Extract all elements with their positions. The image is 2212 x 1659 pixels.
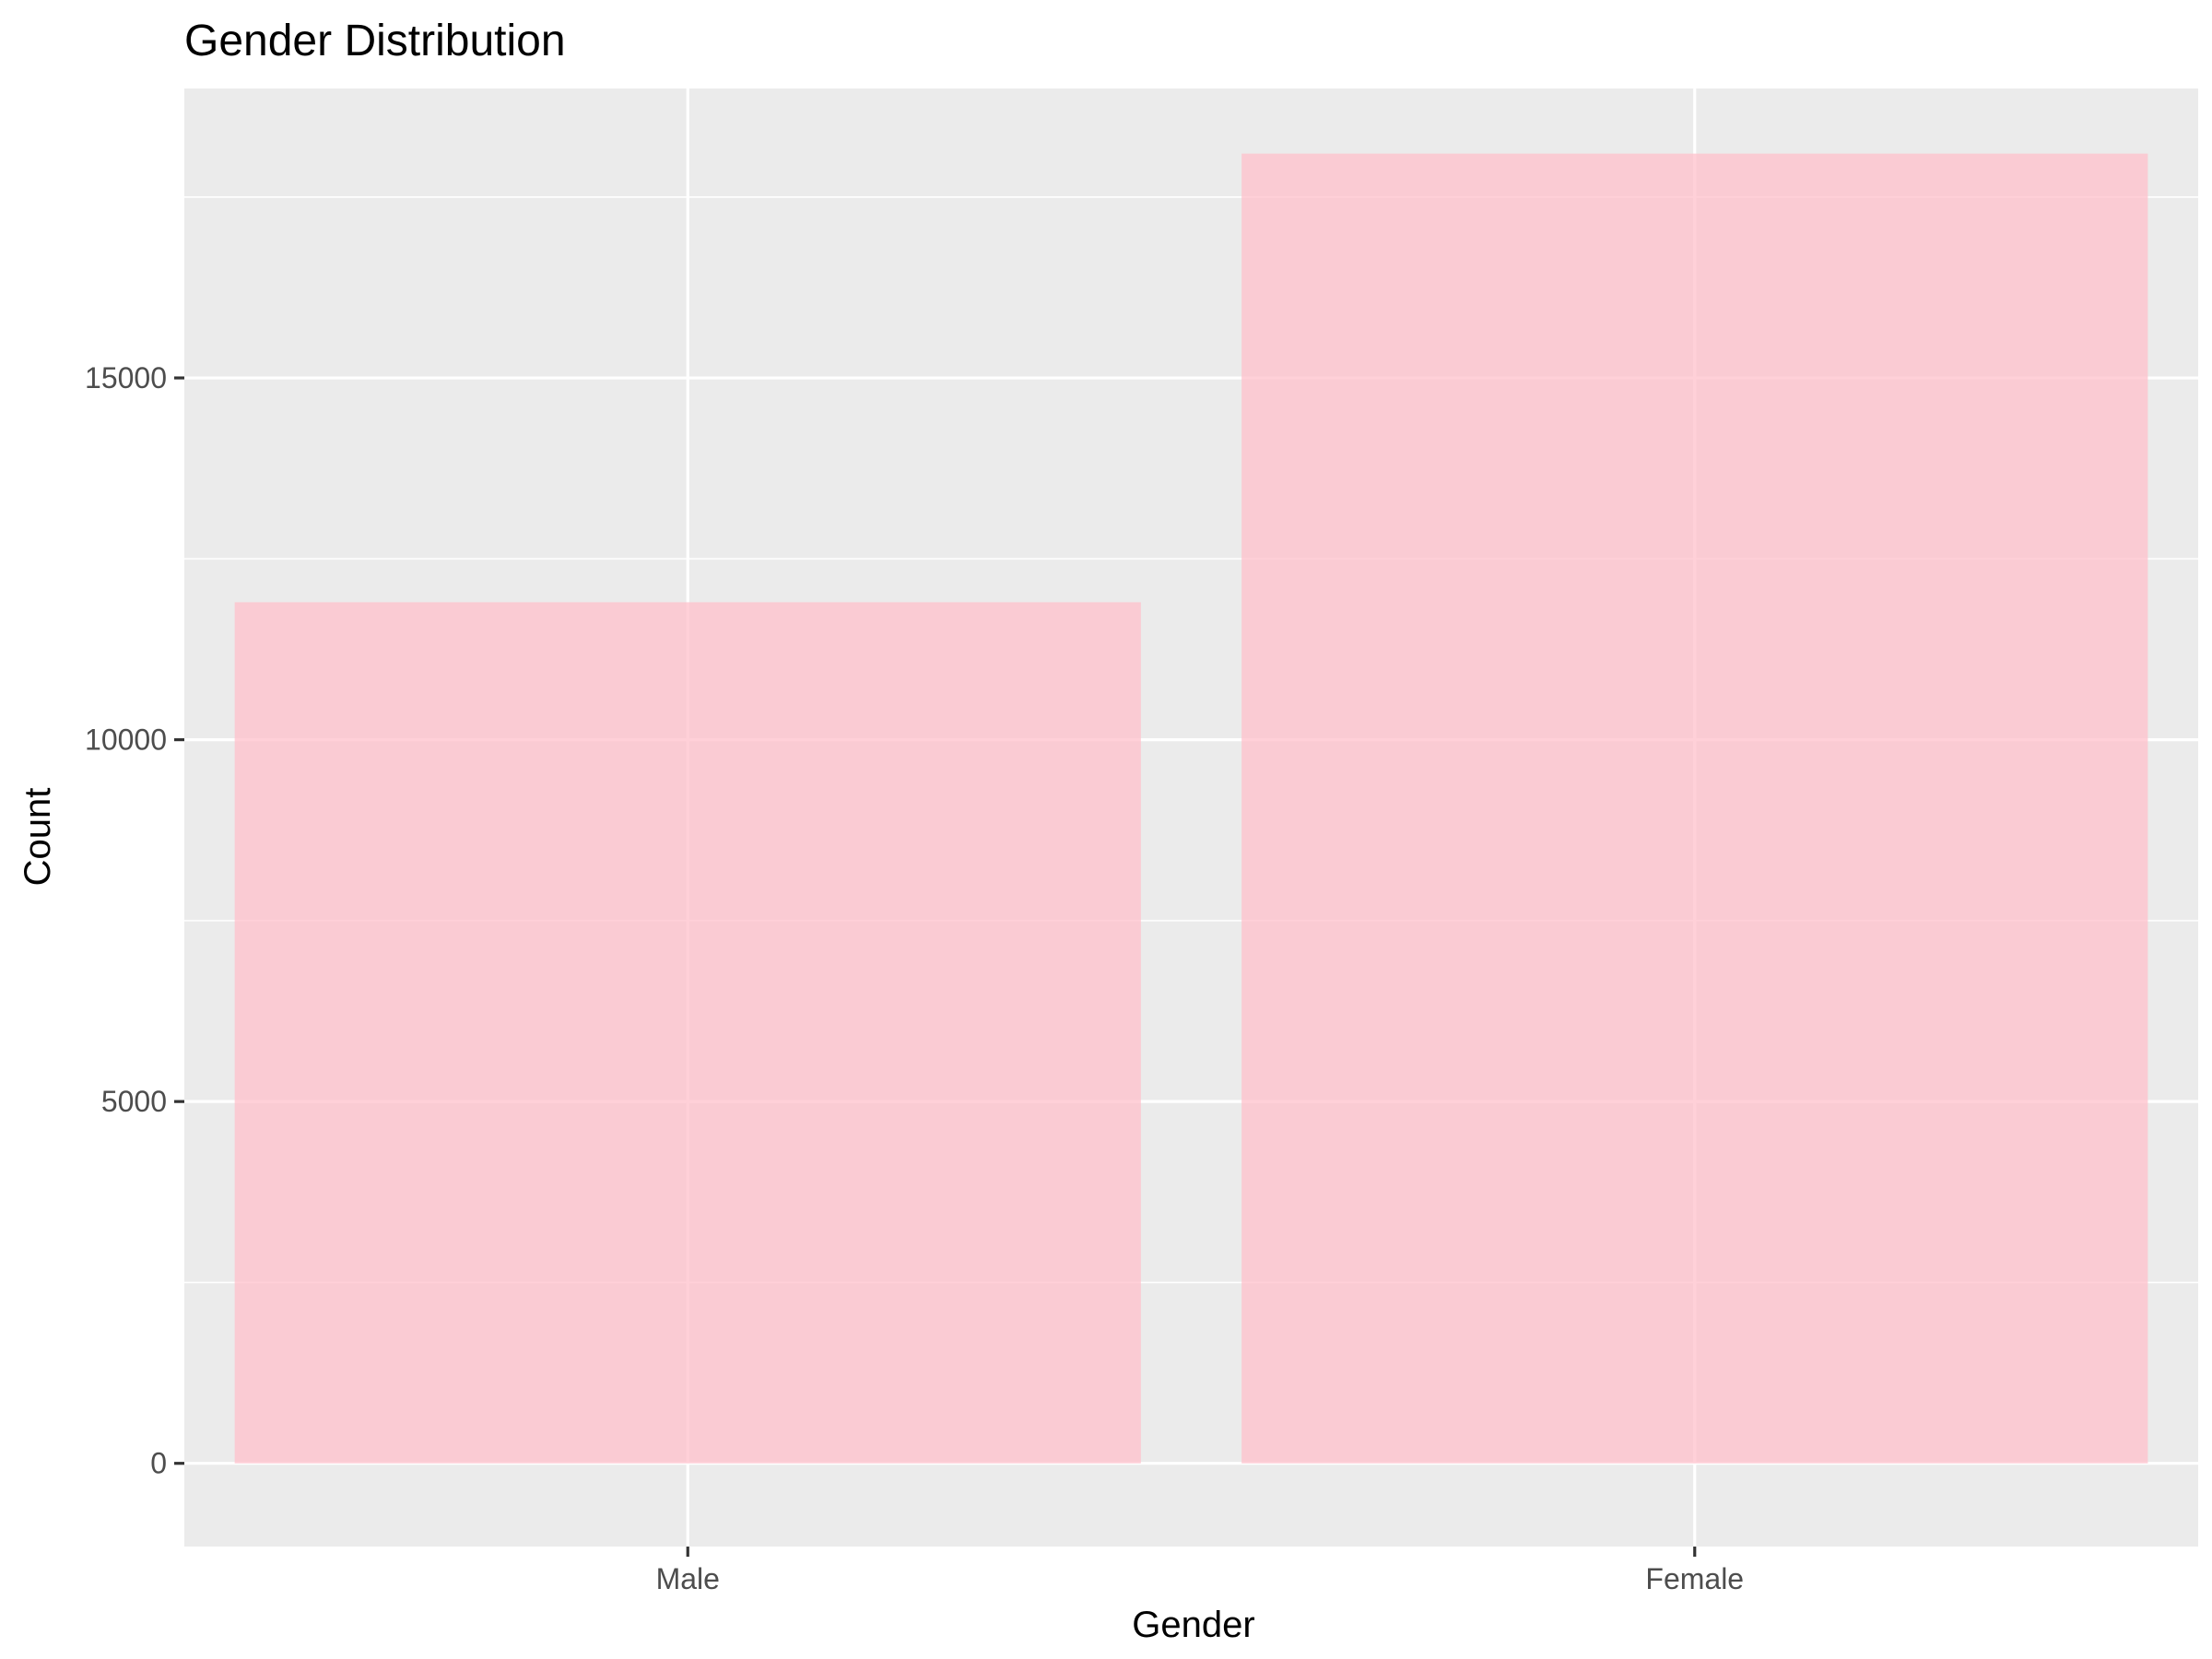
y-tick-label-3: 15000 bbox=[85, 361, 167, 394]
x-axis-title: Gender bbox=[1132, 1605, 1254, 1645]
bar-male bbox=[234, 602, 1141, 1464]
y-tick-label-0: 0 bbox=[150, 1447, 167, 1480]
x-tick-label-female: Female bbox=[1645, 1562, 1744, 1595]
y-axis-title: Count bbox=[18, 788, 58, 887]
x-tick-label-male: Male bbox=[656, 1562, 720, 1595]
y-axis: 0 5000 10000 15000 bbox=[85, 361, 184, 1480]
bars bbox=[234, 153, 2148, 1464]
bar-female bbox=[1241, 153, 2148, 1464]
chart-title: Gender Distribution bbox=[184, 17, 566, 65]
x-axis: Male Female bbox=[656, 1547, 1744, 1595]
y-tick-label-1: 5000 bbox=[101, 1085, 167, 1118]
y-tick-label-2: 10000 bbox=[85, 724, 167, 757]
